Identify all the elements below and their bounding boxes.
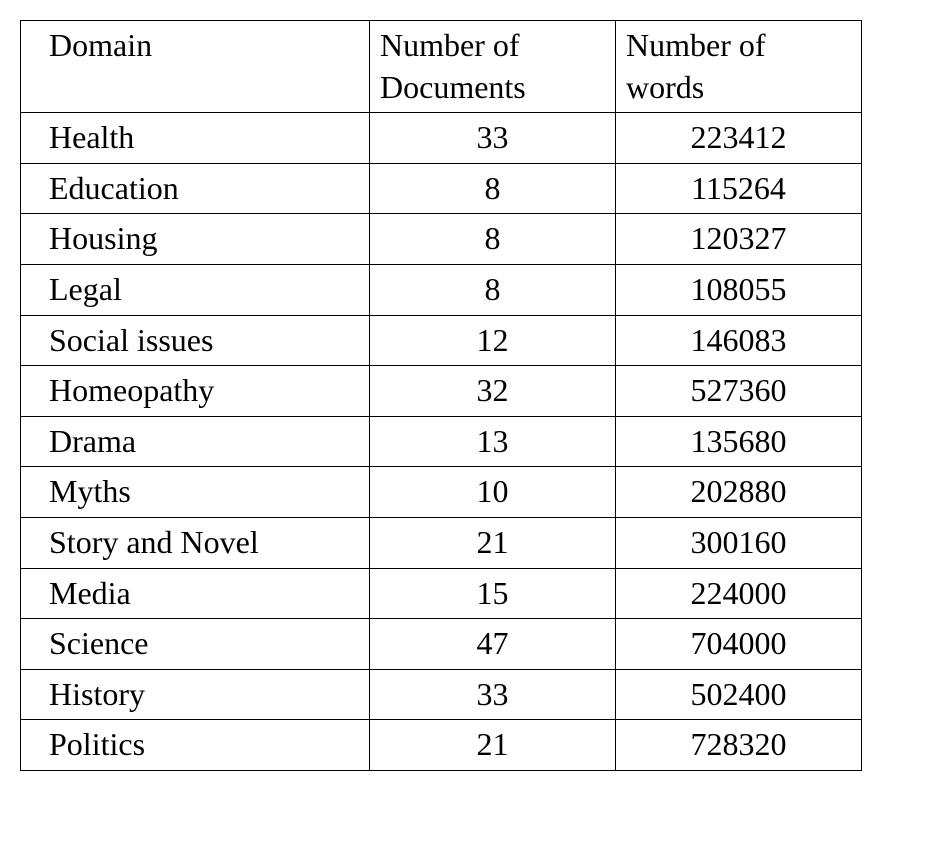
column-header-docs: Number of Documents bbox=[370, 21, 616, 113]
cell-domain: Education bbox=[21, 163, 370, 214]
cell-docs: 8 bbox=[370, 163, 616, 214]
cell-words: 223412 bbox=[616, 113, 862, 164]
cell-domain: Myths bbox=[21, 467, 370, 518]
cell-docs: 33 bbox=[370, 113, 616, 164]
cell-docs: 32 bbox=[370, 366, 616, 417]
cell-domain: Science bbox=[21, 619, 370, 670]
table-row: Housing8120327 bbox=[21, 214, 862, 265]
cell-words: 202880 bbox=[616, 467, 862, 518]
cell-docs: 33 bbox=[370, 669, 616, 720]
cell-domain: Drama bbox=[21, 416, 370, 467]
cell-domain: Housing bbox=[21, 214, 370, 265]
table-row: Media15224000 bbox=[21, 568, 862, 619]
cell-words: 728320 bbox=[616, 720, 862, 771]
cell-docs: 13 bbox=[370, 416, 616, 467]
cell-docs: 15 bbox=[370, 568, 616, 619]
table-row: Homeopathy32527360 bbox=[21, 366, 862, 417]
cell-words: 115264 bbox=[616, 163, 862, 214]
cell-docs: 10 bbox=[370, 467, 616, 518]
table-row: Health33223412 bbox=[21, 113, 862, 164]
table-row: History33502400 bbox=[21, 669, 862, 720]
table-row: Science47704000 bbox=[21, 619, 862, 670]
cell-domain: Social issues bbox=[21, 315, 370, 366]
cell-domain: Politics bbox=[21, 720, 370, 771]
cell-words: 146083 bbox=[616, 315, 862, 366]
column-header-words: Number of words bbox=[616, 21, 862, 113]
table-row: Legal8108055 bbox=[21, 264, 862, 315]
cell-domain: History bbox=[21, 669, 370, 720]
cell-docs: 8 bbox=[370, 264, 616, 315]
cell-words: 120327 bbox=[616, 214, 862, 265]
cell-words: 108055 bbox=[616, 264, 862, 315]
table-row: Social issues12146083 bbox=[21, 315, 862, 366]
cell-domain: Story and Novel bbox=[21, 517, 370, 568]
cell-words: 300160 bbox=[616, 517, 862, 568]
cell-domain: Homeopathy bbox=[21, 366, 370, 417]
data-table: Domain Number of Documents Number of wor… bbox=[20, 20, 862, 771]
cell-domain: Legal bbox=[21, 264, 370, 315]
cell-words: 224000 bbox=[616, 568, 862, 619]
column-header-domain: Domain bbox=[21, 21, 370, 113]
cell-docs: 12 bbox=[370, 315, 616, 366]
table-row: Politics21728320 bbox=[21, 720, 862, 771]
table-row: Myths10202880 bbox=[21, 467, 862, 518]
cell-words: 135680 bbox=[616, 416, 862, 467]
cell-docs: 47 bbox=[370, 619, 616, 670]
cell-words: 502400 bbox=[616, 669, 862, 720]
cell-words: 704000 bbox=[616, 619, 862, 670]
table-row: Drama13135680 bbox=[21, 416, 862, 467]
table-row: Education8115264 bbox=[21, 163, 862, 214]
cell-docs: 21 bbox=[370, 517, 616, 568]
cell-docs: 21 bbox=[370, 720, 616, 771]
table-header-row: Domain Number of Documents Number of wor… bbox=[21, 21, 862, 113]
cell-domain: Health bbox=[21, 113, 370, 164]
cell-domain: Media bbox=[21, 568, 370, 619]
table-row: Story and Novel21300160 bbox=[21, 517, 862, 568]
cell-docs: 8 bbox=[370, 214, 616, 265]
cell-words: 527360 bbox=[616, 366, 862, 417]
table-body: Health33223412Education8115264Housing812… bbox=[21, 113, 862, 771]
